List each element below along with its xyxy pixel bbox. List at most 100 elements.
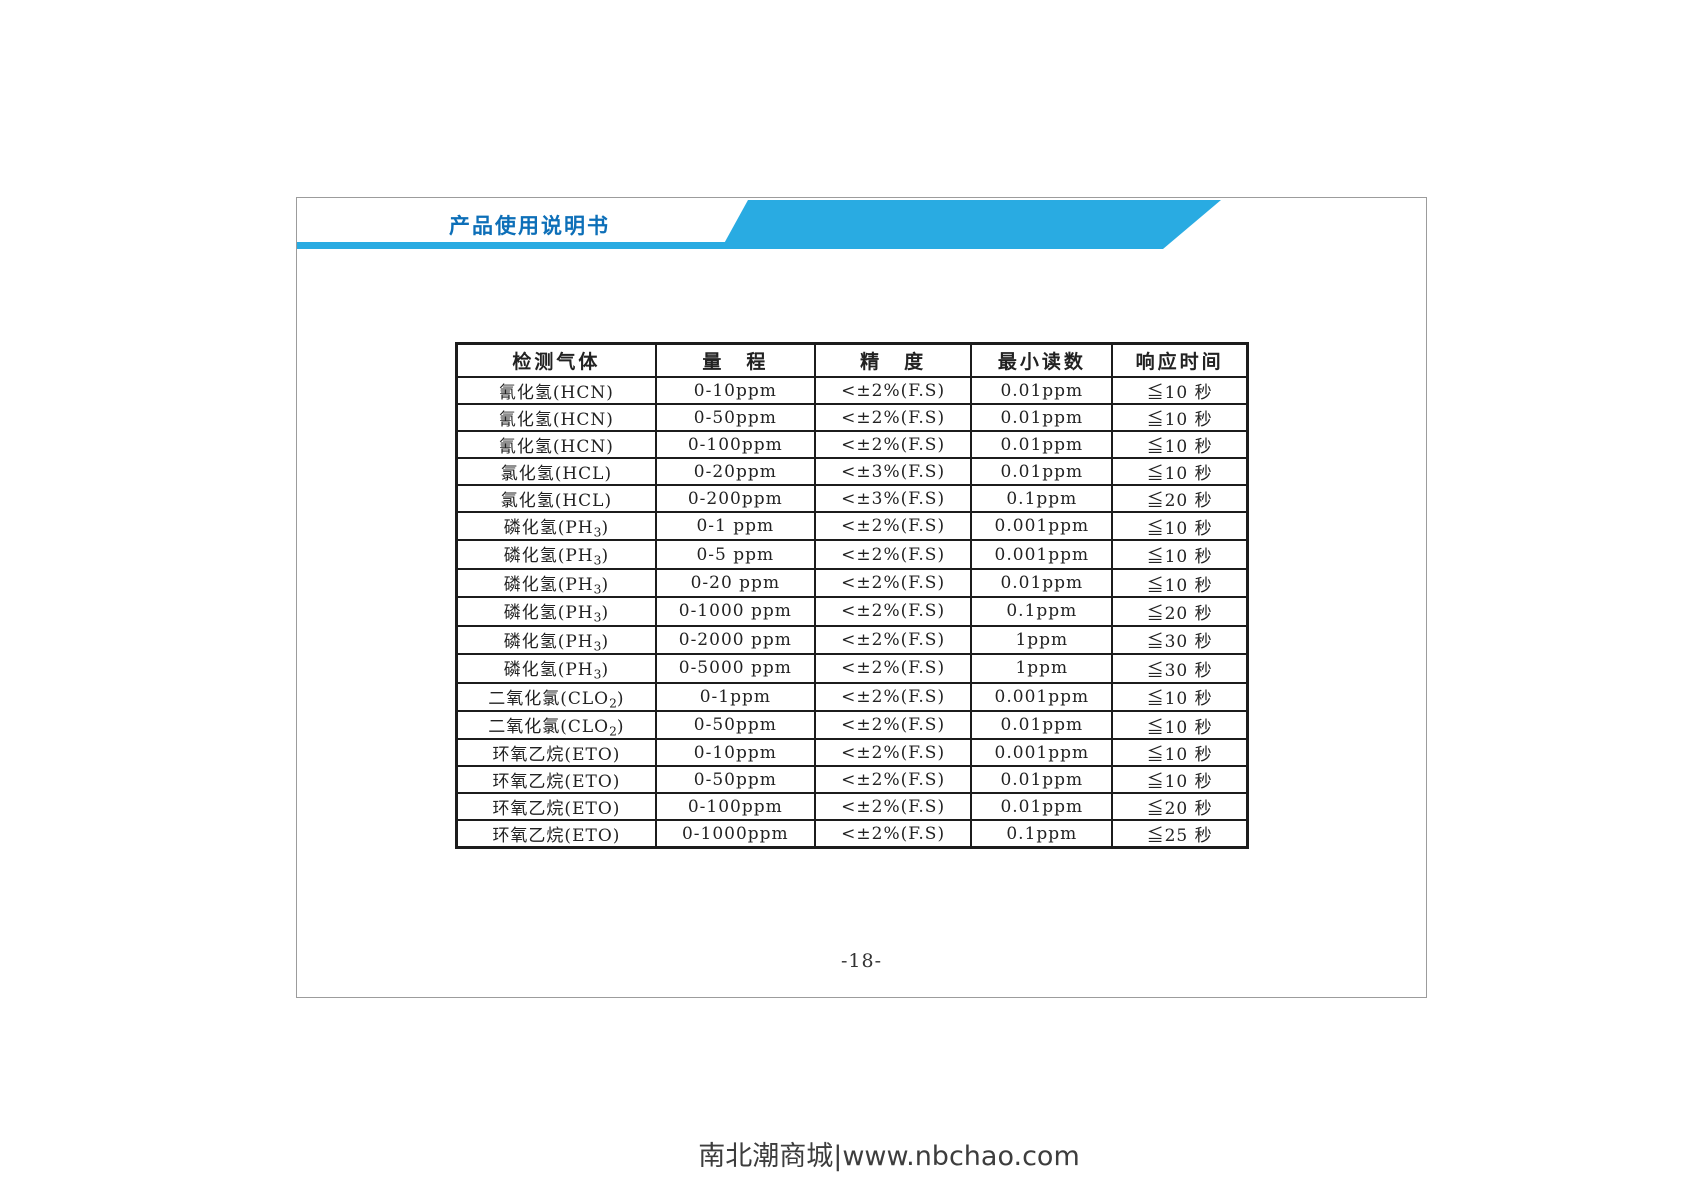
table-row: 环氧乙烷(ETO) 0-50ppm <±2%(F.S) 0.01ppm ≦10 秒	[455, 765, 1249, 795]
table-cell: <±2%(F.S)	[813, 765, 973, 795]
table-cell: 0.1ppm	[970, 484, 1114, 513]
table-cell: 1ppm	[970, 653, 1114, 684]
table-cell: ≦20 秒	[1111, 596, 1249, 627]
table-cell: 0-50ppm	[654, 765, 816, 795]
table-cell: 磷化氢(PH3)	[455, 567, 657, 599]
table-cell: ≦10 秒	[1111, 539, 1249, 570]
table-cell: <±3%(F.S)	[813, 484, 973, 513]
table-row: 二氧化氯(CLO2) 0-50ppm <±2%(F.S) 0.01ppm ≦10 秒	[455, 709, 1249, 741]
table-cell: 环氧乙烷(ETO)	[455, 792, 657, 822]
table-cell: 0-100ppm	[654, 792, 816, 822]
table-cell: ≦10 秒	[1111, 510, 1249, 542]
column-header: 最小读数	[970, 342, 1114, 378]
table-cell: 氰化氢(HCN)	[455, 376, 657, 405]
table-row: 氰化氢(HCN) 0-100ppm <±2%(F.S) 0.01ppm ≦10 秒	[455, 430, 1249, 459]
table-cell: ≦20 秒	[1111, 792, 1249, 822]
table-cell: 环氧乙烷(ETO)	[455, 819, 657, 849]
table-cell: 0.01ppm	[970, 792, 1114, 822]
table-cell: 环氧乙烷(ETO)	[455, 738, 657, 768]
banner-parallelogram	[721, 200, 1221, 249]
table-cell: 磷化氢(PH3)	[455, 596, 657, 627]
table-cell: ≦10 秒	[1111, 681, 1249, 712]
spec-table-container: 检测气体量 程精 度最小读数 响应时间 氰化氢(HCN) 0-10ppm <±2%(F…	[455, 342, 1249, 850]
table-cell: 0-5 ppm	[654, 539, 816, 570]
table-cell: <±2%(F.S)	[813, 709, 973, 741]
table-cell: 0-1ppm	[654, 681, 816, 712]
table-cell: 0-10ppm	[654, 738, 816, 768]
table-cell: <±2%(F.S)	[813, 567, 973, 599]
table-row: 磷化氢(PH3) 0-5000 ppm <±2%(F.S) 1ppm ≦30 秒	[455, 653, 1249, 684]
table-cell: 二氧化氯(CLO2)	[455, 709, 657, 741]
table-cell: ≦10 秒	[1111, 403, 1249, 432]
table-cell: 氰化氢(HCN)	[455, 403, 657, 432]
column-header: 量 程	[654, 342, 816, 378]
table-cell: 0-50ppm	[654, 403, 816, 432]
table-cell: 0.01ppm	[970, 430, 1114, 459]
table-cell: 0-5000 ppm	[654, 653, 816, 684]
table-cell: <±2%(F.S)	[813, 681, 973, 712]
table-cell: <±2%(F.S)	[813, 792, 973, 822]
table-cell: ≦25 秒	[1111, 819, 1249, 849]
table-header-row: 检测气体量 程精 度最小读数 响应时间	[455, 342, 1249, 378]
table-row: 氰化氢(HCN) 0-50ppm <±2%(F.S) 0.01ppm ≦10 秒	[455, 403, 1249, 432]
table-cell: 0-2000 ppm	[654, 624, 816, 656]
table-cell: 磷化氢(PH3)	[455, 539, 657, 570]
table-cell: 0.1ppm	[970, 819, 1114, 849]
table-cell: 0-20ppm	[654, 457, 816, 486]
table-cell: 氯化氢(HCL)	[455, 457, 657, 486]
table-row: 磷化氢(PH3) 0-20 ppm <±2%(F.S) 0.01ppm ≦10 秒	[455, 567, 1249, 599]
table-cell: 0.001ppm	[970, 510, 1114, 542]
table-cell: 磷化氢(PH3)	[455, 653, 657, 684]
banner-underline-stripe	[297, 242, 725, 249]
table-cell: 0-200ppm	[654, 484, 816, 513]
table-cell: 0.01ppm	[970, 709, 1114, 741]
table-row: 磷化氢(PH3) 0-5 ppm <±2%(F.S) 0.001ppm ≦10 秒	[455, 539, 1249, 570]
table-cell: <±2%(F.S)	[813, 510, 973, 542]
table-row: 氯化氢(HCL) 0-20ppm <±3%(F.S) 0.01ppm ≦10 秒	[455, 457, 1249, 486]
table-row: 磷化氢(PH3) 0-2000 ppm <±2%(F.S) 1ppm ≦30 秒	[455, 624, 1249, 656]
table-cell: 磷化氢(PH3)	[455, 510, 657, 542]
table-cell: 0-20 ppm	[654, 567, 816, 599]
table-cell: 0.01ppm	[970, 765, 1114, 795]
table-row: 磷化氢(PH3) 0-1 ppm <±2%(F.S) 0.001ppm ≦10 秒	[455, 510, 1249, 542]
table-cell: 氰化氢(HCN)	[455, 430, 657, 459]
table-cell: <±2%(F.S)	[813, 403, 973, 432]
table-cell: 0.01ppm	[970, 457, 1114, 486]
table-cell: <±2%(F.S)	[813, 624, 973, 656]
table-cell: ≦10 秒	[1111, 738, 1249, 768]
table-cell: <±2%(F.S)	[813, 539, 973, 570]
table-cell: 0.001ppm	[970, 738, 1114, 768]
table-body: 氰化氢(HCN) 0-10ppm <±2%(F.S) 0.01ppm ≦10 秒氰化氢(…	[455, 376, 1249, 849]
spec-table: 检测气体量 程精 度最小读数 响应时间 氰化氢(HCN) 0-10ppm <±2%(F…	[455, 342, 1249, 850]
table-cell: ≦30 秒	[1111, 624, 1249, 656]
table-row: 氰化氢(HCN) 0-10ppm <±2%(F.S) 0.01ppm ≦10 秒	[455, 376, 1249, 405]
table-cell: 二氧化氯(CLO2)	[455, 681, 657, 712]
table-cell: 0-50ppm	[654, 709, 816, 741]
table-cell: ≦10 秒	[1111, 457, 1249, 486]
column-header: 检测气体	[455, 342, 657, 378]
table-cell: 0-1 ppm	[654, 510, 816, 542]
table-cell: 0-1000 ppm	[654, 596, 816, 627]
table-cell: 1ppm	[970, 624, 1114, 656]
table-cell: ≦30 秒	[1111, 653, 1249, 684]
table-row: 磷化氢(PH3) 0-1000 ppm <±2%(F.S) 0.1ppm ≦20 秒	[455, 596, 1249, 627]
table-cell: <±2%(F.S)	[813, 376, 973, 405]
table-cell: ≦20 秒	[1111, 484, 1249, 513]
footer-watermark: 南北潮商城|www.nbchao.com	[698, 1141, 1080, 1172]
table-cell: 环氧乙烷(ETO)	[455, 765, 657, 795]
table-cell: 0.01ppm	[970, 403, 1114, 432]
table-cell: <±2%(F.S)	[813, 430, 973, 459]
table-cell: 0-100ppm	[654, 430, 816, 459]
table-cell: 0.01ppm	[970, 567, 1114, 599]
table-cell: 氯化氢(HCL)	[455, 484, 657, 513]
page-number: -18-	[840, 950, 883, 972]
table-cell: 0.001ppm	[970, 539, 1114, 570]
table-cell: 0-1000ppm	[654, 819, 816, 849]
table-cell: 0.01ppm	[970, 376, 1114, 405]
page-card: 产品使用说明书 检测气体量 程精 度最小读数 响应时间 氰化氢(HCN) 0-10p…	[296, 197, 1427, 998]
table-cell: <±2%(F.S)	[813, 819, 973, 849]
table-row: 环氧乙烷(ETO) 0-10ppm <±2%(F.S) 0.001ppm ≦10 秒	[455, 738, 1249, 768]
table-row: 环氧乙烷(ETO) 0-100ppm <±2%(F.S) 0.01ppm ≦20 秒	[455, 792, 1249, 822]
column-header: 响应时间	[1111, 342, 1249, 378]
